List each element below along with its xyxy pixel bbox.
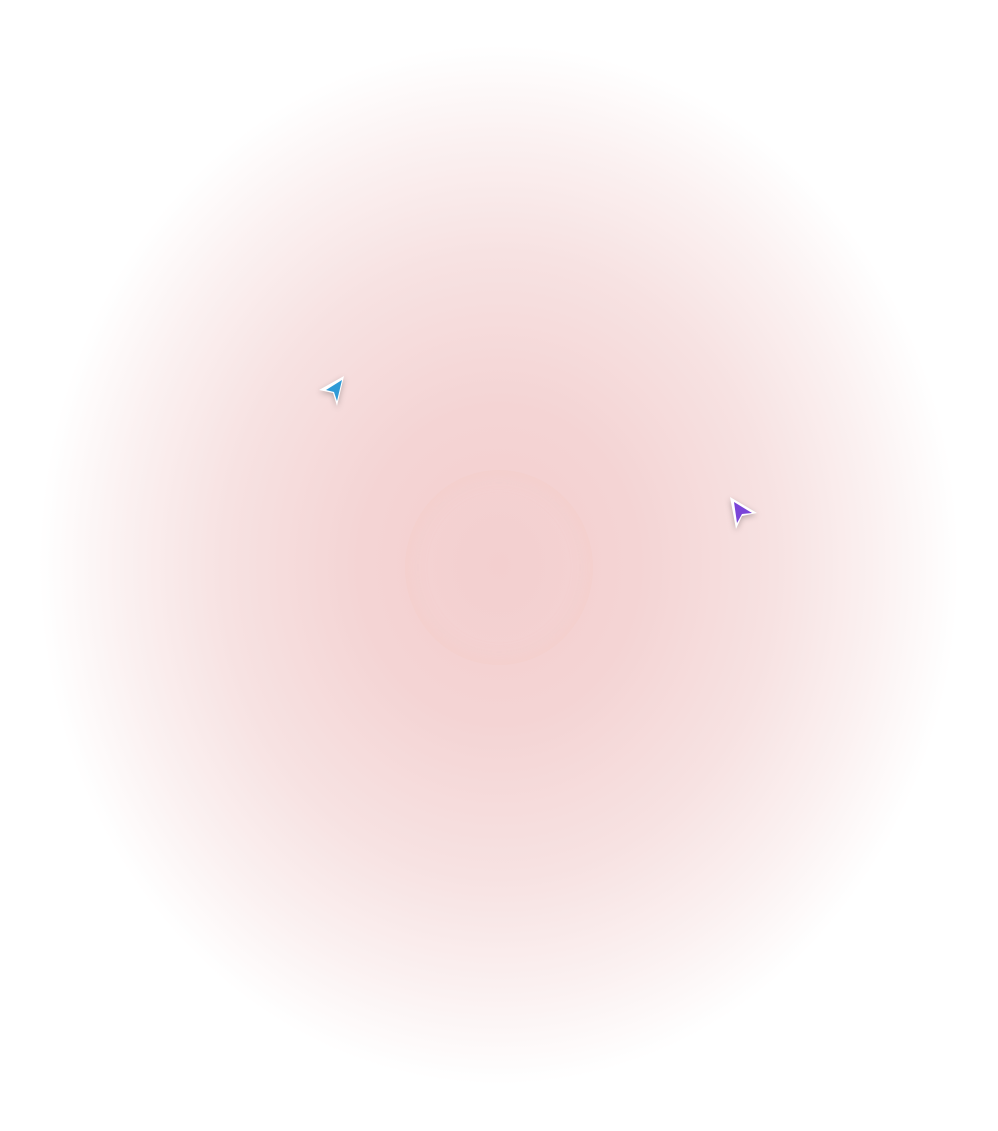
purple-cursor-icon <box>730 497 757 529</box>
glow-ring <box>405 470 593 665</box>
blue-cursor-icon <box>319 376 344 406</box>
